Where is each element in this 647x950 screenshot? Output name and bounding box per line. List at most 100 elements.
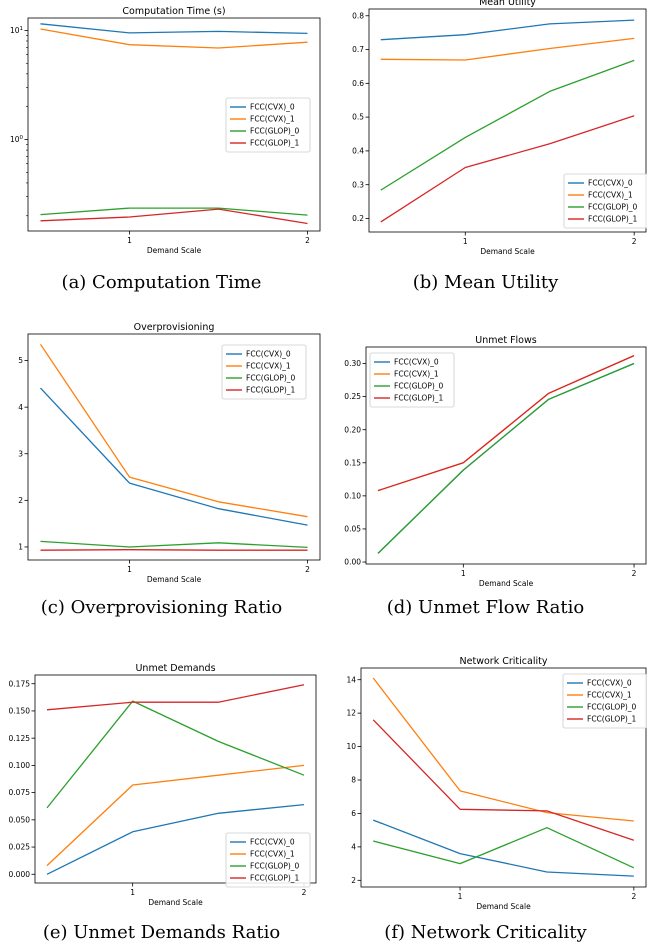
- x-tick-label: 1: [130, 888, 135, 897]
- y-tick-label: 0.10: [344, 491, 361, 500]
- legend-label: FCC(GLOP)_1: [587, 715, 637, 724]
- y-tick-label: 0.2: [352, 214, 364, 223]
- y-tick-label: 0.100: [9, 761, 31, 770]
- series-line: [372, 819, 634, 877]
- legend-box: [563, 173, 647, 229]
- y-tick-label: 0.05: [344, 525, 361, 534]
- y-tick-label: 0.20: [344, 425, 361, 434]
- axes-frame: [368, 8, 647, 233]
- legend-label: FCC(CVX)_0: [250, 838, 295, 847]
- legend-label: FCC(CVX)_0: [588, 179, 633, 188]
- caption-b: (b) Mean Utility: [412, 272, 559, 293]
- y-tick-label: 0.15: [344, 458, 361, 467]
- legend-label: FCC(CVX)_1: [246, 362, 291, 371]
- y-tick-label: 0.050: [9, 815, 31, 824]
- y-tick-label: 0.6: [352, 79, 364, 88]
- chart-title: Unmet Flows: [475, 335, 537, 346]
- legend-label: FCC(CVX)_0: [394, 358, 439, 367]
- x-axis-label: Demand Scale: [479, 579, 534, 588]
- caption-d: (d) Unmet Flow Ratio: [386, 597, 585, 618]
- x-tick-label: 1: [461, 569, 466, 578]
- legend-label: FCC(CVX)_0: [250, 103, 295, 112]
- x-tick-label: 2: [305, 236, 310, 245]
- y-tick-label: 0.8: [352, 11, 364, 20]
- series-line: [380, 115, 635, 223]
- axes-frame: [27, 17, 321, 232]
- y-tick-label: 0.175: [9, 679, 31, 688]
- series-line: [40, 549, 308, 551]
- caption-a: (a) Computation Time: [61, 272, 262, 293]
- y-tick-label: 8: [351, 776, 356, 785]
- series-line: [40, 207, 308, 216]
- y-tick-label: 14: [346, 675, 356, 684]
- legend-box: [369, 352, 455, 408]
- y-tick-label: 0.7: [352, 45, 364, 54]
- y-tick-label: 0.025: [9, 843, 31, 852]
- y-tick-label: 0.125: [9, 734, 31, 743]
- legend-box: [225, 832, 311, 888]
- legend-label: FCC(CVX)_1: [394, 370, 439, 379]
- y-tick-label: 1: [18, 543, 23, 552]
- x-axis-label: Demand Scale: [480, 247, 535, 256]
- y-tick-label: 0.075: [9, 788, 31, 797]
- legend-label: FCC(GLOP)_1: [394, 394, 444, 403]
- legend-label: FCC(GLOP)_0: [588, 203, 638, 212]
- x-tick-label: 1: [127, 236, 132, 245]
- legend-label: FCC(GLOP)_1: [588, 215, 638, 224]
- x-tick-label: 2: [632, 569, 637, 578]
- y-tick-label: 4: [18, 403, 23, 412]
- legend-label: FCC(CVX)_1: [587, 691, 632, 700]
- series-line: [372, 719, 635, 841]
- y-tick-label: 2: [351, 876, 356, 885]
- legend-label: FCC(CVX)_0: [246, 350, 291, 359]
- legend-label: FCC(GLOP)_0: [246, 374, 296, 383]
- chart-title: Overprovisioning: [134, 322, 215, 333]
- legend-label: FCC(GLOP)_1: [246, 386, 296, 395]
- caption-c: (c) Overprovisioning Ratio: [40, 597, 283, 618]
- axes-frame: [27, 333, 321, 561]
- series-line: [40, 540, 308, 549]
- series-line: [46, 764, 305, 867]
- series-line: [373, 827, 635, 869]
- y-tick-label: 0.00: [344, 558, 361, 567]
- series-line: [46, 803, 305, 875]
- chart-title: Network Criticality: [460, 656, 548, 667]
- legend-label: FCC(GLOP)_1: [250, 139, 300, 148]
- series-line: [40, 387, 308, 526]
- y-tick-label: 12: [346, 709, 356, 718]
- y-tick-label: 101: [10, 26, 23, 35]
- y-tick-label: 5: [18, 356, 23, 365]
- y-tick-label: 0.5: [352, 113, 364, 122]
- y-tick-label: 6: [351, 809, 356, 818]
- x-axis-label: Demand Scale: [476, 902, 531, 911]
- x-tick-label: 1: [127, 565, 132, 574]
- chart-title: Computation Time (s): [122, 6, 225, 17]
- y-tick-label: 3: [18, 449, 23, 458]
- series-line: [377, 355, 635, 492]
- y-tick-label: 0.4: [352, 147, 364, 156]
- legend-label: FCC(GLOP)_0: [250, 862, 300, 871]
- y-tick-label: 0.30: [344, 359, 361, 368]
- series-line: [40, 28, 308, 49]
- x-axis-label: Demand Scale: [148, 898, 203, 907]
- x-tick-label: 2: [302, 888, 307, 897]
- series-line: [377, 362, 635, 554]
- y-tick-label: 10: [346, 742, 356, 751]
- caption-f: (f) Network Criticality: [384, 922, 587, 943]
- legend-label: FCC(CVX)_1: [588, 191, 633, 200]
- series-line: [380, 37, 635, 61]
- y-tick-label: 2: [18, 496, 23, 505]
- chart-title: Mean Utility: [479, 0, 536, 8]
- x-tick-label: 1: [458, 892, 463, 901]
- legend-label: FCC(CVX)_1: [250, 850, 295, 859]
- x-tick-label: 2: [631, 892, 636, 901]
- series-line: [380, 19, 635, 41]
- series-line: [380, 59, 635, 191]
- y-tick-label: 0.150: [9, 707, 31, 716]
- y-tick-label: 0.000: [9, 870, 31, 879]
